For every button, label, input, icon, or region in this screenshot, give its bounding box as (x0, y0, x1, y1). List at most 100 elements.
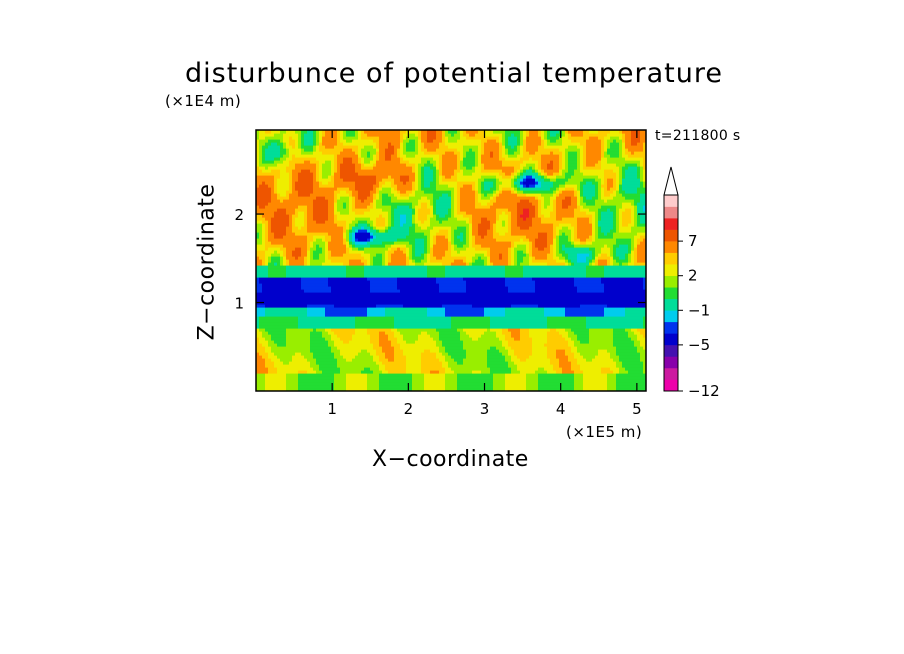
heatmap-cell (304, 325, 308, 329)
heatmap-cell (289, 217, 293, 221)
heatmap-cell (415, 142, 419, 146)
heatmap-cell (394, 253, 398, 257)
heatmap-cell (316, 259, 320, 263)
heatmap-cell (310, 178, 314, 182)
heatmap-cell (394, 229, 398, 233)
heatmap-cell (298, 361, 302, 365)
heatmap-cell (310, 310, 314, 314)
heatmap-cell (412, 151, 416, 155)
heatmap-cell (364, 292, 368, 296)
heatmap-cell (343, 190, 347, 194)
heatmap-cell (262, 268, 266, 272)
heatmap-cell (289, 229, 293, 233)
heatmap-cell (370, 145, 374, 149)
heatmap-cell (367, 241, 371, 245)
heatmap-cell (280, 382, 284, 386)
heatmap-cell (328, 328, 332, 332)
heatmap-cell (409, 142, 413, 146)
heatmap-cell (409, 208, 413, 212)
heatmap-cell (427, 307, 431, 311)
heatmap-cell (394, 322, 398, 326)
heatmap-cell (343, 337, 347, 341)
heatmap-cell (379, 244, 383, 248)
heatmap-cell (286, 139, 290, 143)
heatmap-cell (388, 238, 392, 242)
heatmap-cell (352, 328, 356, 332)
heatmap-cell (277, 268, 281, 272)
heatmap-cell (400, 136, 404, 140)
heatmap-cell (262, 295, 266, 299)
heatmap-cell (259, 250, 263, 254)
heatmap-cell (367, 250, 371, 254)
heatmap-cell (358, 178, 362, 182)
heatmap-cell (358, 205, 362, 209)
heatmap-cell (262, 244, 266, 248)
heatmap-cell (337, 298, 341, 302)
heatmap-cell (349, 238, 353, 242)
heatmap-cell (298, 271, 302, 275)
heatmap-cell (295, 178, 299, 182)
heatmap-cell (325, 184, 329, 188)
heatmap-cell (358, 241, 362, 245)
heatmap-cell (361, 220, 365, 224)
heatmap-cell (295, 274, 299, 278)
heatmap-cell (400, 262, 404, 266)
heatmap-cell (412, 271, 416, 275)
heatmap-cell (337, 169, 341, 173)
heatmap-cell (316, 313, 320, 317)
heatmap-cell (295, 244, 299, 248)
heatmap-cell (331, 364, 335, 368)
heatmap-cell (310, 154, 314, 158)
heatmap-cell (313, 277, 317, 281)
heatmap-cell (364, 355, 368, 359)
heatmap-cell (343, 142, 347, 146)
heatmap-cell (289, 292, 293, 296)
heatmap-cell (319, 340, 323, 344)
heatmap-cell (268, 280, 272, 284)
heatmap-cell (415, 310, 419, 314)
heatmap-cell (316, 208, 320, 212)
heatmap-cell (307, 178, 311, 182)
heatmap-cell (340, 142, 344, 146)
heatmap-cell (388, 202, 392, 206)
heatmap-cell (319, 205, 323, 209)
heatmap-cell (328, 211, 332, 215)
heatmap-cell (343, 265, 347, 269)
heatmap-cell (391, 202, 395, 206)
heatmap-cell (289, 271, 293, 275)
heatmap-cell (361, 373, 365, 377)
heatmap-cell (256, 187, 260, 191)
heatmap-cell (304, 289, 308, 293)
heatmap-cell (394, 382, 398, 386)
heatmap-cell (367, 238, 371, 242)
heatmap-cell (319, 253, 323, 257)
heatmap-cell (373, 142, 377, 146)
heatmap-cell (325, 256, 329, 260)
heatmap-cell (406, 190, 410, 194)
heatmap-cell (409, 151, 413, 155)
heatmap-cell (385, 388, 389, 391)
heatmap-cell (385, 304, 389, 308)
heatmap-cell (370, 370, 374, 374)
heatmap-cell (286, 325, 290, 329)
heatmap-cell (418, 361, 422, 365)
heatmap-cell (355, 304, 359, 308)
heatmap-cell (265, 247, 269, 251)
heatmap-cell (313, 178, 317, 182)
heatmap-cell (358, 154, 362, 158)
heatmap-cell (364, 289, 368, 293)
heatmap-cell (370, 208, 374, 212)
heatmap-cell (358, 163, 362, 167)
heatmap-cell (307, 289, 311, 293)
heatmap-cell (283, 367, 287, 371)
heatmap-cell (421, 334, 425, 338)
heatmap-cell (319, 247, 323, 251)
heatmap-cell (379, 130, 383, 134)
heatmap-cell (337, 256, 341, 260)
heatmap-cell (385, 235, 389, 239)
heatmap-cell (307, 319, 311, 323)
heatmap-cell (268, 163, 272, 167)
heatmap-cell (424, 385, 428, 389)
heatmap-cell (418, 145, 422, 149)
heatmap-cell (271, 388, 275, 391)
